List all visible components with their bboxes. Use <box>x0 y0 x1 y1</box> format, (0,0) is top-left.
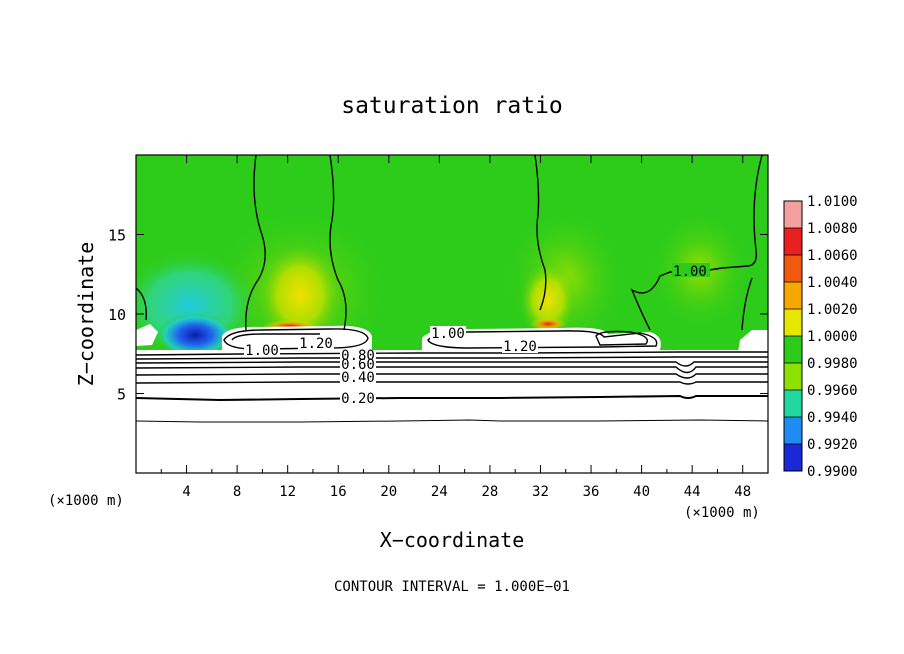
subsaturated-core <box>157 313 233 357</box>
lower-domain <box>136 350 768 473</box>
colorbar-label: 0.9900 <box>807 464 858 480</box>
contour-label-text: 0.20 <box>341 391 375 407</box>
contour-0.50 <box>136 366 768 374</box>
contour-label: 1.20 <box>298 336 334 352</box>
contour-1.00-right-2 <box>741 277 753 331</box>
colorbar-swatch <box>784 228 802 256</box>
colorbar-label: 0.9920 <box>807 437 858 453</box>
colorbar-swatch <box>784 417 802 445</box>
colorbar-swatch <box>784 390 802 418</box>
contour-label: 0.80 <box>340 348 376 364</box>
x-axis-unit-right: (×1000 m) <box>684 505 760 521</box>
colorbar: 1.0100 1.0080 1.0060 1.0040 1.0020 1.0000 0.99… <box>783 194 858 480</box>
contour-label: 1.00 <box>244 343 280 359</box>
contour-1.20-cloud-1b <box>231 333 320 341</box>
contour-1.00-column-3 <box>534 155 547 311</box>
contour-label-text: 1.00 <box>245 343 279 359</box>
contour-1.20-cloud-2b <box>595 330 648 346</box>
contour-label-text: 1.00 <box>431 326 465 342</box>
contour-label-text: 1.20 <box>503 339 537 355</box>
colorbar-label: 0.9960 <box>807 383 858 399</box>
y-axis: 5 10 15 <box>108 227 768 404</box>
x-tick-label: 48 <box>734 484 751 500</box>
contour-interval-note: CONTOUR INTERVAL = 1.000E−01 <box>334 579 570 595</box>
x-tick-label: 12 <box>279 484 296 500</box>
y-tick-label: 15 <box>108 227 126 245</box>
colorbar-label: 1.0020 <box>807 302 858 318</box>
colorbar-swatch <box>784 309 802 337</box>
x-tick-label: 16 <box>330 484 347 500</box>
x-tick-label: 36 <box>583 484 600 500</box>
contour-1.00-column-1 <box>245 155 266 331</box>
colorbar-label: 1.0060 <box>807 248 858 264</box>
contour-1.00-column-2 <box>329 155 347 331</box>
cloud-region-3 <box>136 324 158 346</box>
red-cap-2 <box>530 318 566 330</box>
y-tick-label: 5 <box>117 386 126 404</box>
contour-label: 1.00 <box>430 326 466 342</box>
colorbar-swatch <box>784 363 802 391</box>
y-tick-label: 10 <box>108 306 126 324</box>
colorbar-swatch <box>784 444 802 472</box>
colorbar-swatch <box>784 282 802 310</box>
supersaturated-plume-2 <box>518 260 578 340</box>
x-axis: 4 8 12 16 20 24 28 32 36 40 44 48 <box>160 155 751 500</box>
colorbar-swatch <box>784 336 802 364</box>
contour-0.80 <box>136 351 768 356</box>
x-tick-label: 20 <box>380 484 397 500</box>
contour-0.70 <box>136 356 768 360</box>
cloud-region-4 <box>738 330 768 352</box>
colorbar-label: 1.0040 <box>807 275 858 291</box>
colorbar-label: 1.0080 <box>807 221 858 237</box>
x-tick-label: 8 <box>233 484 241 500</box>
colorbar-label: 0.9980 <box>807 356 858 372</box>
colorbar-label: 1.0100 <box>807 194 858 210</box>
colorbar-label: 0.9940 <box>807 410 858 426</box>
x-tick-label: 32 <box>532 484 549 500</box>
contour-label-text: 1.00 <box>673 264 707 280</box>
contour-lines <box>136 155 768 423</box>
x-tick-label: 24 <box>431 484 448 500</box>
contour-0.20 <box>136 394 768 402</box>
cloud-region-2 <box>422 327 661 352</box>
contour-label: 0.20 <box>340 391 376 407</box>
x-tick-label: 44 <box>684 484 701 500</box>
contour-0.10 <box>136 419 768 423</box>
colorbar-swatch <box>784 255 802 283</box>
contour-label: 0.60 <box>340 357 376 373</box>
contour-label-text: 0.40 <box>341 370 375 386</box>
contour-label-text: 1.20 <box>299 336 333 352</box>
contour-label: 1.00 <box>672 263 710 280</box>
x-tick-label: 4 <box>182 484 190 500</box>
x-tick-label: 28 <box>481 484 498 500</box>
contour-label-text: 0.60 <box>341 357 375 373</box>
x-axis-unit-left: (×1000 m) <box>48 493 124 509</box>
contour-0.40 <box>136 373 768 379</box>
contour-1.00-left-edge <box>136 287 147 321</box>
x-tick-label: 40 <box>633 484 650 500</box>
contour-label: 1.20 <box>502 339 538 355</box>
contour-labels: 1.00 1.20 0.80 0.60 0.40 0.20 1.00 1.20 … <box>244 263 710 407</box>
contour-0.60 <box>136 361 768 367</box>
x-axis-label: X−coordinate <box>380 528 525 552</box>
colorbar-swatch <box>784 201 802 229</box>
heatmap-field: 1.00 1.20 0.80 0.60 0.40 0.20 1.00 1.20 … <box>136 155 768 473</box>
contour-label-text: 0.80 <box>341 348 375 364</box>
colorbar-label: 1.0000 <box>807 329 858 345</box>
chart-title: saturation ratio <box>341 93 563 119</box>
contour-label: 0.40 <box>340 370 376 386</box>
y-axis-label: Z−coordinate <box>74 242 98 387</box>
contour-0.30 <box>136 381 768 385</box>
